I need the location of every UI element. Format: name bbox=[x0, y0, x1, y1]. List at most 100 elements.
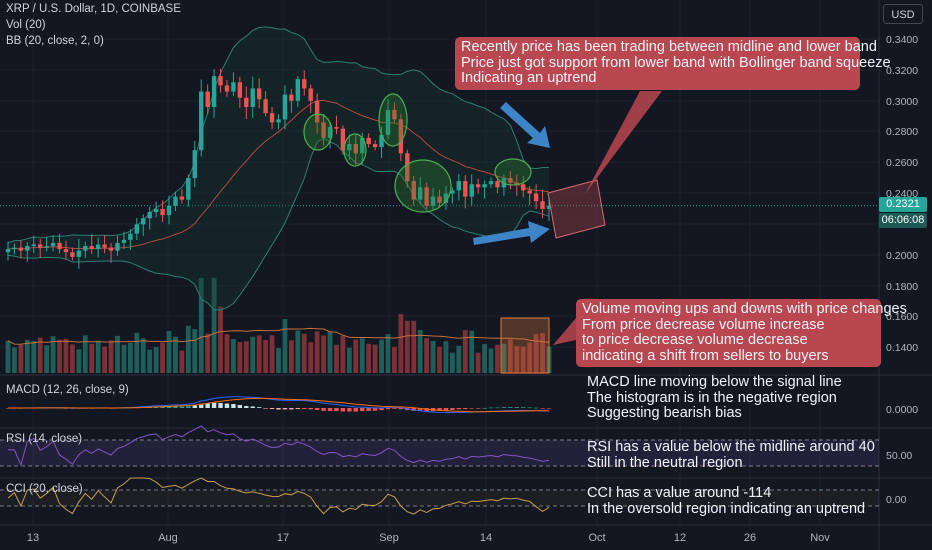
volume-bar bbox=[173, 336, 178, 373]
bb-legend[interactable]: BB (20, close, 2, 0) bbox=[6, 35, 104, 47]
volume-bar bbox=[250, 336, 256, 373]
candle-body bbox=[437, 196, 442, 203]
time-axis-label: Aug bbox=[158, 532, 178, 544]
annotation-rsi[interactable]: RSI has a value below the midline around… bbox=[587, 439, 875, 471]
volume-bar bbox=[102, 346, 108, 373]
volume-bar bbox=[256, 335, 262, 373]
volume-bar bbox=[379, 339, 384, 373]
volume-bar bbox=[198, 278, 204, 373]
price-axis-label: 0.2000 bbox=[886, 250, 918, 262]
volume-bar bbox=[231, 339, 236, 373]
candle-body bbox=[218, 76, 223, 86]
rsi-line bbox=[8, 425, 550, 467]
candle-body bbox=[70, 252, 75, 257]
candle-body bbox=[276, 119, 281, 123]
candle-body bbox=[115, 242, 120, 251]
candle-body bbox=[5, 249, 11, 253]
volume-legend[interactable]: Vol (20) bbox=[6, 19, 46, 31]
macd-histogram-bar bbox=[211, 402, 217, 408]
candle-body bbox=[360, 137, 365, 154]
macd-histogram-bar bbox=[411, 408, 416, 411]
candle-body bbox=[366, 137, 371, 145]
candle-body bbox=[102, 244, 107, 248]
volume-bar bbox=[295, 330, 301, 373]
volume-bar bbox=[520, 346, 526, 373]
volume-bar bbox=[488, 348, 494, 373]
candle-body bbox=[173, 196, 178, 206]
candle-body bbox=[540, 201, 545, 209]
volume-bar bbox=[37, 337, 43, 373]
candle-body bbox=[31, 244, 36, 247]
volume-bar bbox=[398, 313, 404, 373]
macd-histogram-bar bbox=[353, 408, 358, 412]
drawings[interactable] bbox=[303, 91, 662, 374]
volume-bar bbox=[76, 349, 82, 373]
candle-body bbox=[147, 212, 152, 219]
volume-bar bbox=[327, 331, 333, 373]
rsi-legend[interactable]: RSI (14, close) bbox=[6, 433, 83, 445]
annotation-top-line: Recently price has been trading between … bbox=[461, 39, 877, 55]
candle-body bbox=[417, 187, 423, 200]
candle-body bbox=[160, 208, 165, 216]
candle-body bbox=[456, 181, 462, 191]
volume-bar bbox=[57, 339, 62, 373]
candle-body bbox=[405, 153, 410, 182]
annotation-volume-line: indicating a shift from sellers to buyer… bbox=[582, 347, 829, 364]
candle-body bbox=[50, 242, 56, 247]
candle-body bbox=[347, 144, 352, 151]
time-axis-label: 17 bbox=[277, 532, 289, 544]
cci-legend[interactable]: CCI (20, close) bbox=[6, 483, 83, 495]
macd-histogram-bar bbox=[321, 408, 326, 411]
macd-histogram-bar bbox=[456, 408, 462, 410]
macd-legend[interactable]: MACD (12, 26, close, 9) bbox=[6, 384, 129, 396]
candle-body bbox=[469, 184, 474, 197]
volume-bar bbox=[482, 344, 487, 373]
price-axis-label: 0.2800 bbox=[886, 126, 918, 138]
symbol-legend[interactable]: XRP / U.S. Dollar, 1D, COINBASE bbox=[6, 3, 181, 15]
volume-bar bbox=[5, 340, 11, 373]
volume-bar bbox=[501, 343, 507, 373]
volume-bar bbox=[179, 350, 185, 373]
candle-body bbox=[128, 233, 133, 240]
annotation-cci[interactable]: CCI has a value around -114 In the overs… bbox=[587, 485, 865, 517]
annotation-macd[interactable]: MACD line moving below the signal line T… bbox=[587, 374, 842, 422]
candle-body bbox=[76, 250, 82, 257]
candle-body bbox=[334, 127, 339, 129]
candle-body bbox=[153, 208, 159, 213]
bollinger-bands bbox=[7, 26, 550, 311]
macd-histogram-bar bbox=[314, 408, 320, 411]
annotation-macd-line: The histogram is in the negative region bbox=[587, 389, 837, 406]
candle-body bbox=[256, 88, 262, 100]
macd-histogram-bar bbox=[450, 408, 455, 410]
volume-bar bbox=[540, 333, 545, 373]
macd-histogram-bar bbox=[533, 407, 539, 409]
annotation-top[interactable]: Recently price has been trading between … bbox=[455, 37, 891, 90]
volume-bar bbox=[456, 345, 462, 373]
candle-body bbox=[508, 178, 513, 183]
annotation-volume[interactable]: Volume moving ups and downs with price c… bbox=[576, 299, 907, 367]
volume-bar bbox=[469, 330, 475, 373]
candle-body bbox=[12, 247, 17, 250]
candle-body bbox=[495, 181, 500, 188]
volume-bar bbox=[211, 278, 217, 373]
volume-bar bbox=[340, 335, 346, 373]
candle-body bbox=[237, 82, 243, 98]
candle-body bbox=[211, 76, 217, 107]
candle-body bbox=[392, 110, 397, 120]
volume-bar bbox=[44, 345, 50, 373]
annotation-pointer bbox=[553, 318, 576, 345]
macd-histogram-bar bbox=[340, 408, 346, 412]
macd-histogram-bar bbox=[192, 405, 197, 408]
macd-histogram-bar bbox=[289, 408, 294, 410]
volume-bar bbox=[18, 344, 24, 373]
volume-bar bbox=[424, 338, 430, 373]
candle-body bbox=[25, 246, 30, 251]
price-axis-label: 0.1800 bbox=[886, 281, 918, 293]
macd-histogram-bar bbox=[205, 403, 210, 408]
macd-histogram-bar bbox=[417, 408, 423, 412]
volume-bar bbox=[366, 343, 372, 373]
volume-bar bbox=[160, 342, 165, 373]
currency-button[interactable]: USD bbox=[883, 4, 923, 24]
volume-bar bbox=[127, 342, 133, 373]
